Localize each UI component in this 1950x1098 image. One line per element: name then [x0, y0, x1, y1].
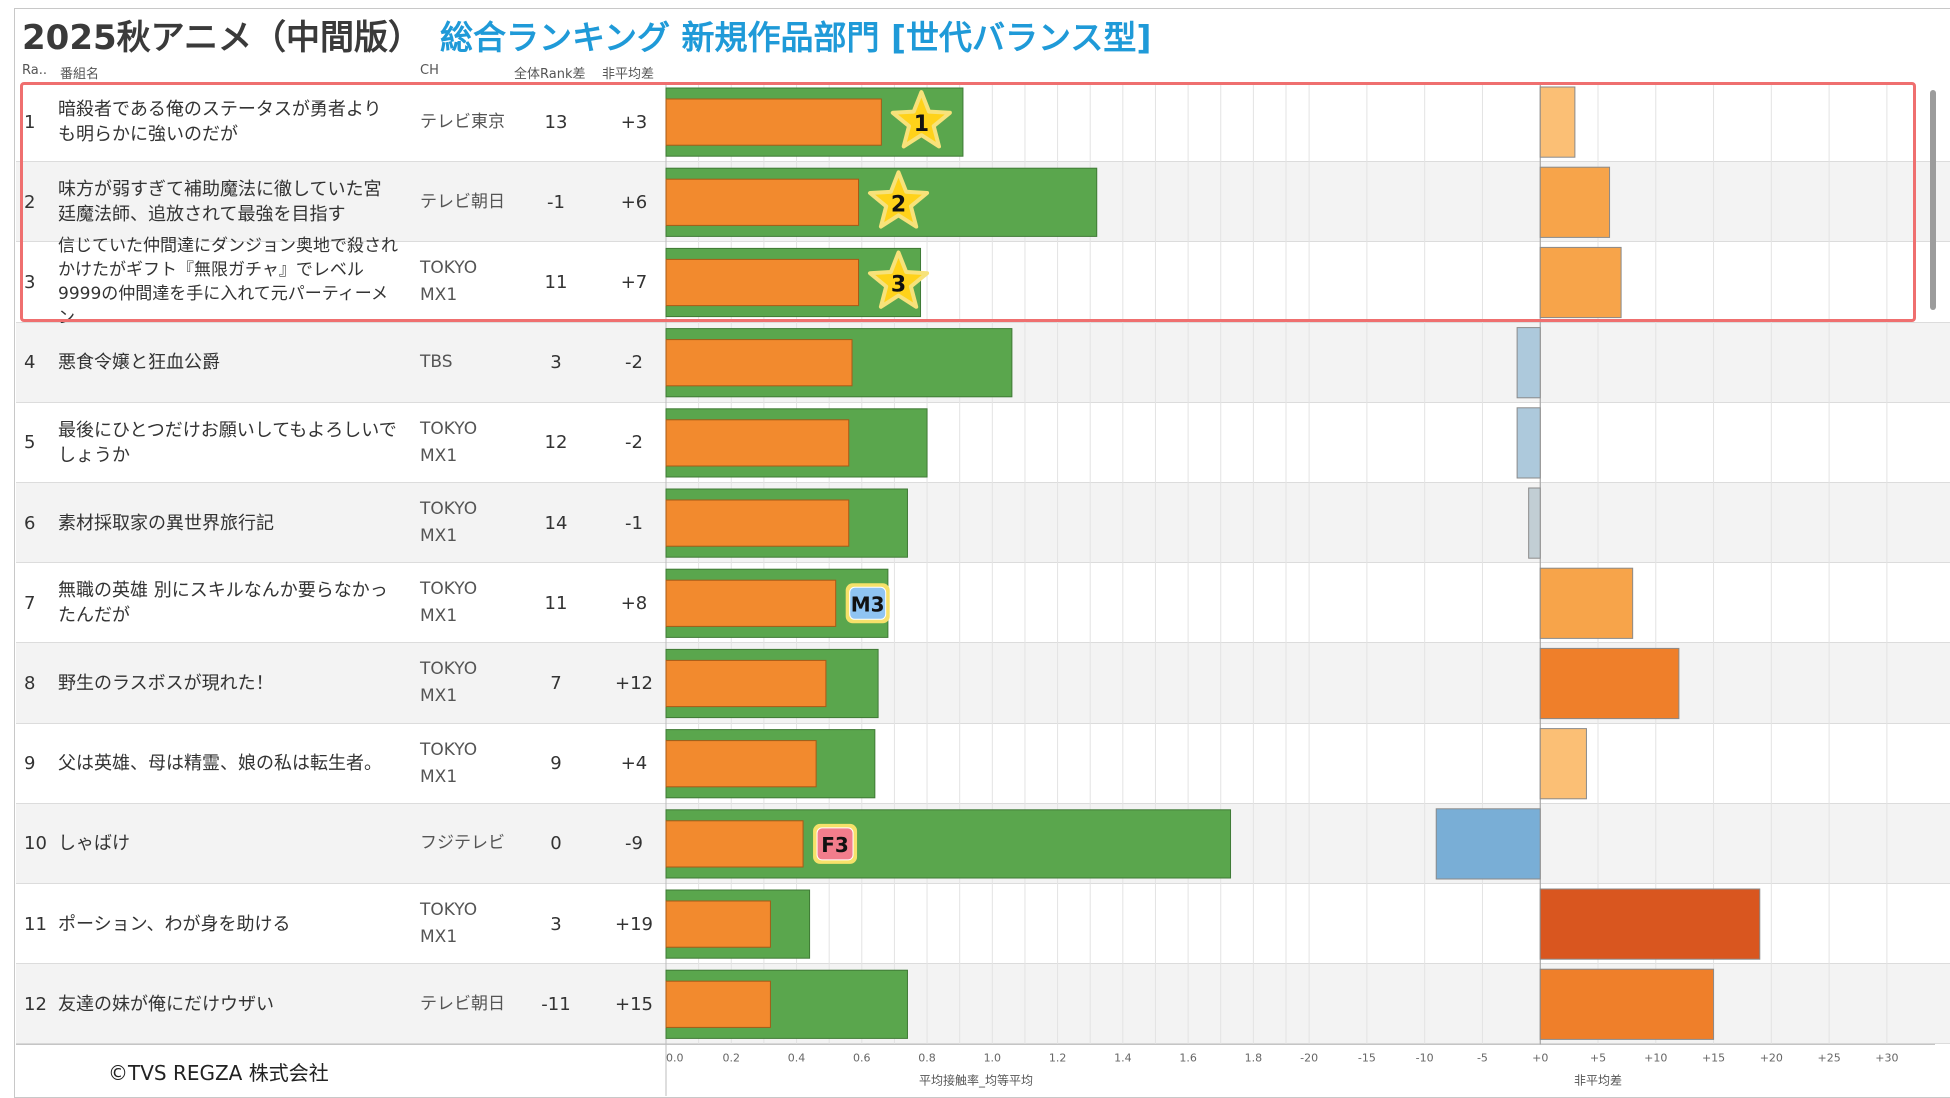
copyright: ©TVS REGZA 株式会社	[108, 1061, 329, 1085]
row-title: しゃばけ	[58, 833, 130, 855]
row-channel: テレビ東京	[420, 111, 505, 132]
table-row[interactable]: 2 味方が弱すぎて補助魔法に徹していた宮廷魔法師、追放されて最強を目指す テレビ…	[16, 162, 1950, 243]
row-non-avg-diff: -2	[625, 432, 643, 454]
row-channel: TOKYO MX1	[420, 659, 478, 707]
row-rank: 7	[24, 592, 36, 614]
row-rank-diff: 0	[550, 833, 562, 855]
row-non-avg-diff: +6	[620, 191, 648, 213]
header-non-avg-diff[interactable]: 非平均差	[602, 67, 655, 82]
row-channel: TBS	[420, 352, 453, 373]
table-row[interactable]: 4 悪食令嬢と狂血公爵 TBS 3 -2	[16, 322, 1950, 403]
header-rank-diff[interactable]: 全体Rank差	[514, 67, 586, 82]
row-rank: 11	[24, 913, 47, 935]
row-rank-diff: 14	[544, 512, 568, 534]
row-title: 味方が弱すぎて補助魔法に徹していた宮廷魔法師、追放されて最強を目指す	[58, 179, 382, 226]
row-rank: 3	[24, 271, 36, 293]
table-row[interactable]: 6 素材採取家の異世界旅行記 TOKYO MX1 14 -1	[16, 483, 1950, 564]
row-non-avg-diff: +7	[620, 271, 648, 293]
row-channel: テレビ朝日	[420, 993, 505, 1014]
row-rank: 6	[24, 512, 36, 534]
table-row[interactable]: 5 最後にひとつだけお願いしてもよろしいでしょうか TOKYO MX1 12 -…	[16, 402, 1950, 483]
table-row[interactable]: 1 暗殺者である俺のステータスが勇者よりも明らかに強いのだが テレビ東京 13 …	[16, 82, 1950, 163]
row-non-avg-diff: +8	[620, 592, 648, 614]
row-rank: 5	[24, 432, 36, 454]
table-row[interactable]: 10 しゃばけ フジテレビ 0 -9	[16, 803, 1950, 884]
page-title: 2025秋アニメ（中間版）	[22, 18, 422, 58]
row-channel: TOKYO MX1	[420, 499, 478, 546]
ranking-table: 1 暗殺者である俺のステータスが勇者よりも明らかに強いのだが テレビ東京 13 …	[16, 82, 1950, 1045]
row-non-avg-diff: -2	[625, 352, 643, 374]
row-non-avg-diff: +15	[615, 993, 653, 1015]
row-rank-diff: 11	[544, 271, 568, 293]
row-channel: TOKYO MX1	[420, 418, 478, 466]
row-non-avg-diff: +3	[620, 111, 648, 133]
row-title: 悪食令嬢と狂血公爵	[58, 352, 220, 374]
row-channel: TOKYO MX1	[420, 258, 478, 306]
row-channel: TOKYO MX1	[420, 900, 478, 947]
header-channel[interactable]: CH	[420, 63, 439, 78]
row-title: 素材採取家の異世界旅行記	[58, 512, 274, 534]
row-rank-diff: 11	[544, 592, 568, 614]
row-rank-diff: -11	[541, 993, 571, 1015]
header-rank[interactable]: Ra..	[22, 63, 47, 78]
table-row[interactable]: 7 無職の英雄 別にスキルなんか要らなかったんだが TOKYO MX1 11 +…	[16, 563, 1950, 644]
row-non-avg-diff: -9	[625, 833, 643, 855]
page-subtitle: 総合ランキング 新規作品部門 [世代バランス型]	[439, 18, 1152, 57]
row-title: 父は英雄、母は精霊、娘の私は転生者。	[58, 753, 382, 775]
row-rank-diff: 3	[550, 913, 562, 935]
row-non-avg-diff: +19	[615, 913, 653, 935]
row-title: 野生のラスボスが現れた！	[58, 672, 274, 694]
row-rank: 2	[24, 191, 36, 213]
row-rank: 8	[24, 672, 36, 694]
row-rank-diff: 12	[544, 432, 568, 454]
row-title: 友達の妹が俺にだけウザい	[58, 993, 274, 1015]
row-rank: 9	[24, 753, 36, 775]
row-title: 暗殺者である俺のステータスが勇者よりも明らかに強いのだが	[58, 99, 382, 145]
scrollbar[interactable]	[1930, 90, 1936, 310]
row-channel: テレビ朝日	[420, 191, 505, 212]
row-channel: フジテレビ	[420, 833, 505, 854]
row-rank: 4	[24, 352, 36, 374]
header-title[interactable]: 番組名	[60, 67, 100, 82]
row-rank-diff: 3	[550, 352, 562, 374]
row-rank-diff: 9	[550, 753, 562, 775]
row-rank: 10	[24, 833, 47, 855]
table-row[interactable]: 3 信じていた仲間達にダンジョン奥地で殺されかけたがギフト『無限ガチャ』でレベル…	[16, 236, 1950, 329]
row-rank-diff: 13	[544, 111, 568, 133]
table-row[interactable]: 11 ポーション、わが身を助ける TOKYO MX1 3 +19	[16, 884, 1950, 965]
row-rank: 12	[24, 993, 47, 1015]
row-title: 無職の英雄 別にスキルなんか要らなかったんだが	[58, 580, 388, 627]
row-title: 最後にひとつだけお願いしてもよろしいでしょうか	[58, 419, 397, 466]
table-row[interactable]: 9 父は英雄、母は精霊、娘の私は転生者。 TOKYO MX1 9 +4	[16, 723, 1950, 804]
row-non-avg-diff: +12	[615, 672, 653, 694]
table-row[interactable]: 8 野生のラスボスが現れた！ TOKYO MX1 7 +12	[16, 643, 1950, 724]
row-channel: TOKYO MX1	[420, 579, 478, 627]
row-rank: 1	[24, 111, 36, 133]
row-non-avg-diff: -1	[625, 512, 643, 534]
row-channel: TOKYO MX1	[420, 739, 478, 787]
row-title: 信じていた仲間達にダンジョン奥地で殺されかけたがギフト『無限ガチャ』でレベル99…	[58, 236, 398, 329]
title-row: 2025秋アニメ（中間版） 総合ランキング 新規作品部門 [世代バランス型]	[22, 10, 1151, 60]
row-non-avg-diff: +4	[620, 753, 648, 775]
table-row[interactable]: 12 友達の妹が俺にだけウザい テレビ朝日 -11 +15	[16, 964, 1950, 1045]
row-rank-diff: 7	[550, 672, 562, 694]
row-rank-diff: -1	[547, 191, 565, 213]
row-title: ポーション、わが身を助ける	[58, 913, 291, 935]
